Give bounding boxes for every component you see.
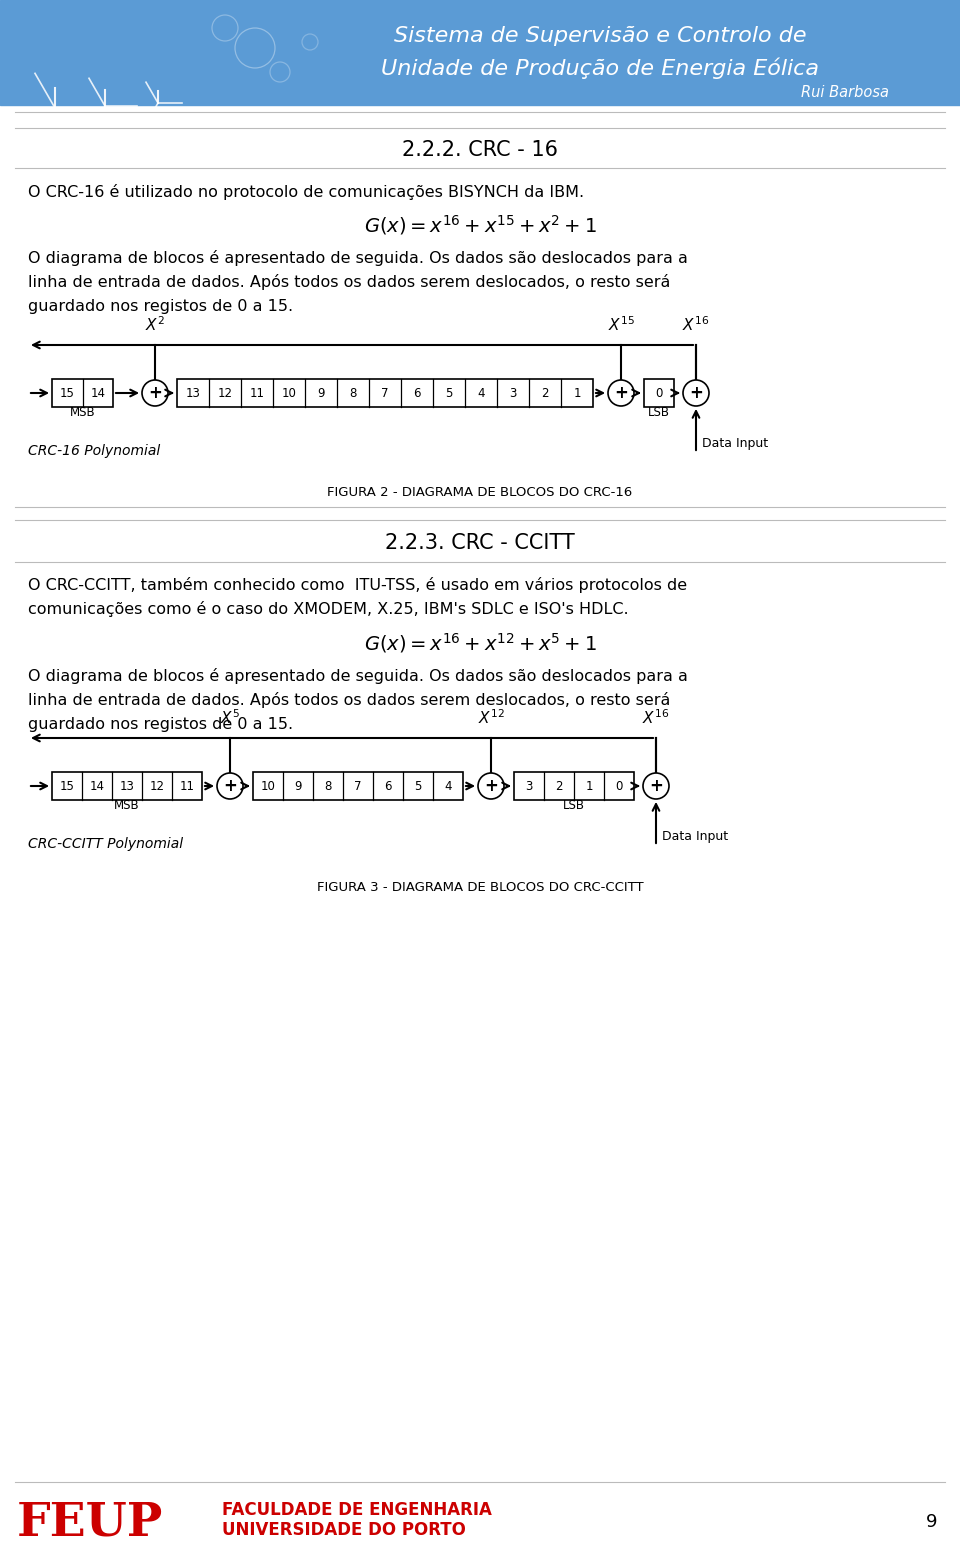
Text: +: + [649, 777, 663, 796]
Text: Data Input: Data Input [662, 830, 728, 842]
Text: 13: 13 [185, 386, 201, 400]
Text: 2: 2 [541, 386, 549, 400]
Text: 1: 1 [573, 386, 581, 400]
Text: linha de entrada de dados. Após todos os dados serem deslocados, o resto será: linha de entrada de dados. Após todos os… [28, 691, 670, 708]
Text: 3: 3 [510, 386, 516, 400]
Text: +: + [614, 385, 628, 402]
Text: 10: 10 [260, 780, 276, 793]
Text: 12: 12 [218, 386, 232, 400]
Text: 7: 7 [354, 780, 362, 793]
Text: 11: 11 [250, 386, 265, 400]
Text: $X^{12}$: $X^{12}$ [478, 708, 504, 727]
Text: 5: 5 [445, 386, 453, 400]
Text: linha de entrada de dados. Após todos os dados serem deslocados, o resto será: linha de entrada de dados. Após todos os… [28, 274, 670, 290]
Text: 9: 9 [295, 780, 301, 793]
Text: CRC-CCITT Polynomial: CRC-CCITT Polynomial [28, 838, 183, 852]
Text: +: + [148, 385, 162, 402]
Bar [52, 378, 113, 406]
Circle shape [683, 380, 709, 406]
Text: O diagrama de blocos é apresentado de seguida. Os dados são deslocados para a: O diagrama de blocos é apresentado de se… [28, 668, 688, 684]
Text: 9: 9 [317, 386, 324, 400]
Text: 13: 13 [120, 780, 134, 793]
Text: FIGURA 2 - DIAGRAMA DE BLOCOS DO CRC-16: FIGURA 2 - DIAGRAMA DE BLOCOS DO CRC-16 [327, 486, 633, 498]
Text: comunicações como é o caso do XMODEM, X.25, IBM's SDLC e ISO's HDLC.: comunicações como é o caso do XMODEM, X.… [28, 601, 629, 617]
Text: FIGURA 3 - DIAGRAMA DE BLOCOS DO CRC-CCITT: FIGURA 3 - DIAGRAMA DE BLOCOS DO CRC-CCI… [317, 881, 643, 894]
Text: 8: 8 [349, 386, 357, 400]
Bar [177, 378, 593, 406]
Text: Rui Barbosa: Rui Barbosa [801, 84, 889, 100]
Text: 8: 8 [324, 780, 332, 793]
Circle shape [217, 772, 243, 799]
Text: $X^{16}$: $X^{16}$ [642, 708, 669, 727]
Text: 2: 2 [555, 780, 563, 793]
Text: 6: 6 [413, 386, 420, 400]
Text: 4: 4 [477, 386, 485, 400]
Text: MSB: MSB [70, 405, 95, 419]
Text: MSB: MSB [114, 799, 140, 811]
Text: Data Input: Data Input [702, 436, 768, 450]
Text: 0: 0 [656, 386, 662, 400]
Text: CRC-16 Polynomial: CRC-16 Polynomial [28, 444, 160, 458]
Text: FEUP: FEUP [17, 1499, 163, 1545]
Text: $X^{16}$: $X^{16}$ [683, 316, 709, 335]
Circle shape [142, 380, 168, 406]
Text: 5: 5 [415, 780, 421, 793]
Text: 2.2.2. CRC - 16: 2.2.2. CRC - 16 [402, 140, 558, 160]
Text: 2.2.3. CRC - CCITT: 2.2.3. CRC - CCITT [385, 532, 575, 553]
Text: Unidade de Produção de Energia Eólica: Unidade de Produção de Energia Eólica [381, 58, 819, 79]
Text: 7: 7 [381, 386, 389, 400]
Text: 14: 14 [90, 386, 106, 400]
Text: 15: 15 [60, 780, 75, 793]
Text: $X^{2}$: $X^{2}$ [145, 316, 165, 335]
Text: UNIVERSIDADE DO PORTO: UNIVERSIDADE DO PORTO [222, 1521, 466, 1538]
Text: FACULDADE DE ENGENHARIA: FACULDADE DE ENGENHARIA [222, 1501, 492, 1520]
Bar [253, 772, 463, 800]
Text: 6: 6 [384, 780, 392, 793]
Text: O CRC-16 é utilizado no protocolo de comunicações BISYNCH da IBM.: O CRC-16 é utilizado no protocolo de com… [28, 184, 584, 199]
Text: +: + [484, 777, 498, 796]
Text: 14: 14 [89, 780, 105, 793]
Bar [52, 772, 202, 800]
Text: O diagrama de blocos é apresentado de seguida. Os dados são deslocados para a: O diagrama de blocos é apresentado de se… [28, 251, 688, 266]
Text: +: + [223, 777, 237, 796]
Text: 4: 4 [444, 780, 452, 793]
Text: LSB: LSB [648, 405, 670, 419]
Bar [644, 378, 674, 406]
Text: +: + [689, 385, 703, 402]
Circle shape [478, 772, 504, 799]
Circle shape [608, 380, 634, 406]
Text: $G(x) = x^{16} + x^{12} + x^{5} + 1$: $G(x) = x^{16} + x^{12} + x^{5} + 1$ [364, 631, 596, 655]
Circle shape [643, 772, 669, 799]
Text: guardado nos registos de 0 a 15.: guardado nos registos de 0 a 15. [28, 299, 293, 313]
Text: guardado nos registos de 0 a 15.: guardado nos registos de 0 a 15. [28, 716, 293, 732]
Text: 3: 3 [525, 780, 533, 793]
Bar [514, 772, 634, 800]
Text: 1: 1 [586, 780, 592, 793]
Text: LSB: LSB [563, 799, 585, 811]
Text: $X^{5}$: $X^{5}$ [220, 708, 240, 727]
Text: 12: 12 [150, 780, 164, 793]
Text: 10: 10 [281, 386, 297, 400]
Text: O CRC-CCITT, também conhecido como  ITU-TSS, é usado em vários protocolos de: O CRC-CCITT, também conhecido como ITU-T… [28, 578, 687, 593]
Text: $X^{15}$: $X^{15}$ [608, 316, 635, 335]
Text: 0: 0 [615, 780, 623, 793]
Text: Sistema de Supervisão e Controlo de: Sistema de Supervisão e Controlo de [394, 26, 806, 47]
Text: 9: 9 [926, 1513, 938, 1531]
Text: $G(x) = x^{16} + x^{15} + x^{2} + 1$: $G(x) = x^{16} + x^{15} + x^{2} + 1$ [364, 213, 596, 237]
Bar [0, 0, 960, 104]
Text: 11: 11 [180, 780, 195, 793]
Text: 15: 15 [60, 386, 75, 400]
